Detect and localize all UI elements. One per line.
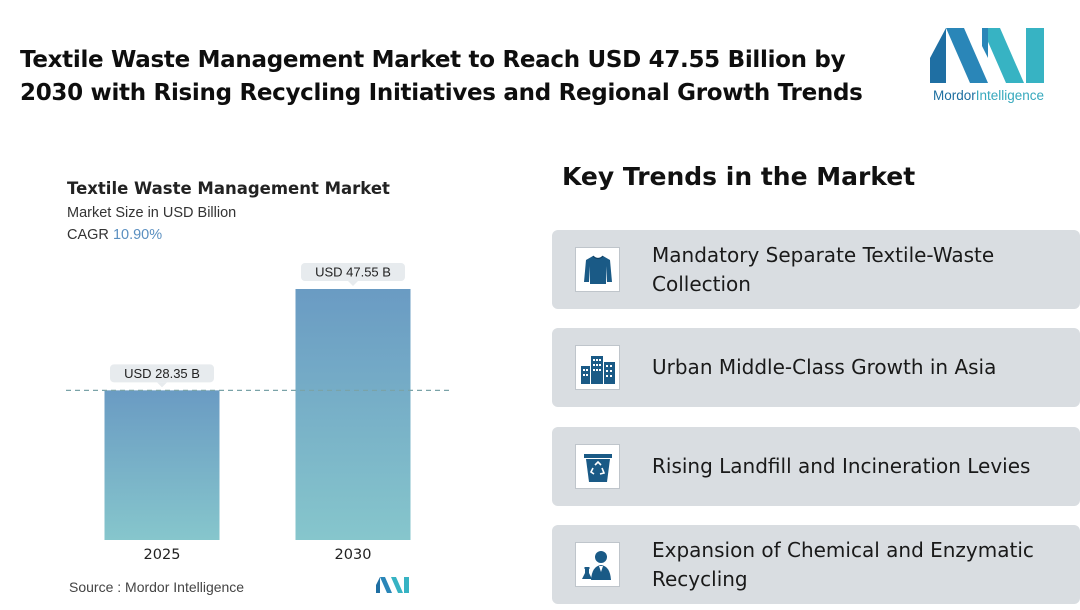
cagr-label: CAGR 10.90% (67, 227, 163, 243)
scientist-icon (575, 542, 620, 587)
chart-subtitle: Market Size in USD Billion (67, 205, 237, 221)
x-tick-label: 2030 (335, 547, 372, 563)
trend-card-3: Rising Landfill and Incineration Levies (552, 427, 1080, 506)
trend-label: Urban Middle-Class Growth in Asia (652, 355, 997, 379)
mini-logo-icon (376, 577, 409, 593)
trends-title: Key Trends in the Market (562, 162, 916, 191)
buildings-icon (575, 345, 620, 390)
bar-chart: USD 28.35 B 2025 USD 47.55 B 2030 (66, 263, 452, 563)
trend-label: Mandatory Separate Textile-Waste Collect… (652, 242, 995, 296)
trend-label: Expansion of Chemical and Enzymatic Recy… (652, 537, 1034, 591)
data-label-pointer (348, 281, 358, 286)
chart-title: Textile Waste Management Market (67, 179, 390, 198)
source-note: Source : Mordor Intelligence (69, 579, 245, 595)
shirt-icon (575, 247, 620, 292)
page-title: Textile Waste Management Market to Reach… (20, 47, 863, 106)
data-label-pointer (157, 382, 167, 388)
trend-card-1: Mandatory Separate Textile-Waste Collect… (552, 230, 1080, 309)
mordor-logo-icon (930, 28, 1044, 83)
logo-text: MordorIntelligence (933, 88, 1045, 103)
trend-label: Rising Landfill and Incineration Levies (652, 454, 1031, 478)
data-label: USD 28.35 B (124, 366, 200, 381)
cagr-value: 10.90% (112, 227, 163, 243)
trend-card-4: Expansion of Chemical and Enzymatic Recy… (552, 525, 1080, 604)
data-label-bg (301, 263, 405, 281)
trend-card-2: Urban Middle-Class Growth in Asia (552, 328, 1080, 407)
data-label: USD 47.55 B (315, 265, 391, 280)
bar-2030 (295, 289, 411, 540)
data-label-bg (110, 364, 214, 383)
x-tick-label: 2025 (144, 547, 181, 563)
recycle-bin-icon (575, 444, 620, 489)
bar-2025 (104, 390, 220, 540)
